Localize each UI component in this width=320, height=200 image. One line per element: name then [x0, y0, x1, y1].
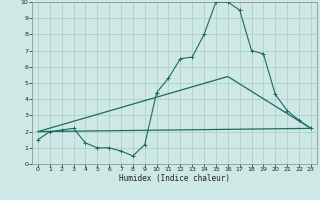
X-axis label: Humidex (Indice chaleur): Humidex (Indice chaleur) [119, 174, 230, 183]
